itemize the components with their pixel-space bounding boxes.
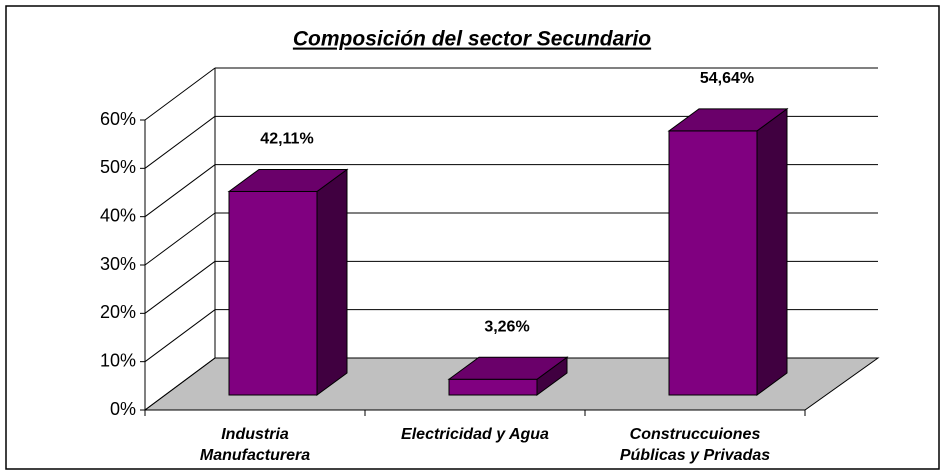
grid-line-side xyxy=(144,115,216,169)
bar-side xyxy=(316,168,348,396)
y-tick-label: 60% xyxy=(100,109,136,129)
grid-line-side xyxy=(144,212,216,266)
bar-top xyxy=(667,108,789,132)
x-tick-label: Electricidad y Agua xyxy=(401,426,549,443)
y-tick-label: 20% xyxy=(100,302,136,322)
bar-side xyxy=(756,107,788,396)
y-tick-label: 30% xyxy=(100,254,136,274)
grid-line-side xyxy=(144,357,216,411)
x-tick-label: Construccuiones xyxy=(630,426,761,443)
x-tick-label: Públicas y Privadas xyxy=(620,447,770,464)
y-tick-label: 40% xyxy=(100,205,136,225)
grid-line-side xyxy=(144,164,216,218)
data-label: 3,26% xyxy=(484,318,529,335)
bar-top xyxy=(447,356,569,380)
grid-line-side xyxy=(144,67,216,121)
chart-title: Composición del sector Secundario xyxy=(293,28,651,51)
bar xyxy=(668,130,758,396)
data-label: 42,11% xyxy=(260,131,313,148)
y-tick-label: 50% xyxy=(100,157,136,177)
grid-line-side xyxy=(144,260,216,314)
bar xyxy=(448,378,538,396)
bar-top xyxy=(227,168,349,192)
x-tick-label: Manufacturera xyxy=(200,447,310,464)
bar xyxy=(228,190,318,396)
x-tick-label: Industria xyxy=(221,426,289,443)
grid-line-side xyxy=(144,309,216,363)
data-label: 54,64% xyxy=(700,70,754,87)
y-tick-label: 0% xyxy=(110,399,136,419)
y-tick-label: 10% xyxy=(100,350,136,370)
